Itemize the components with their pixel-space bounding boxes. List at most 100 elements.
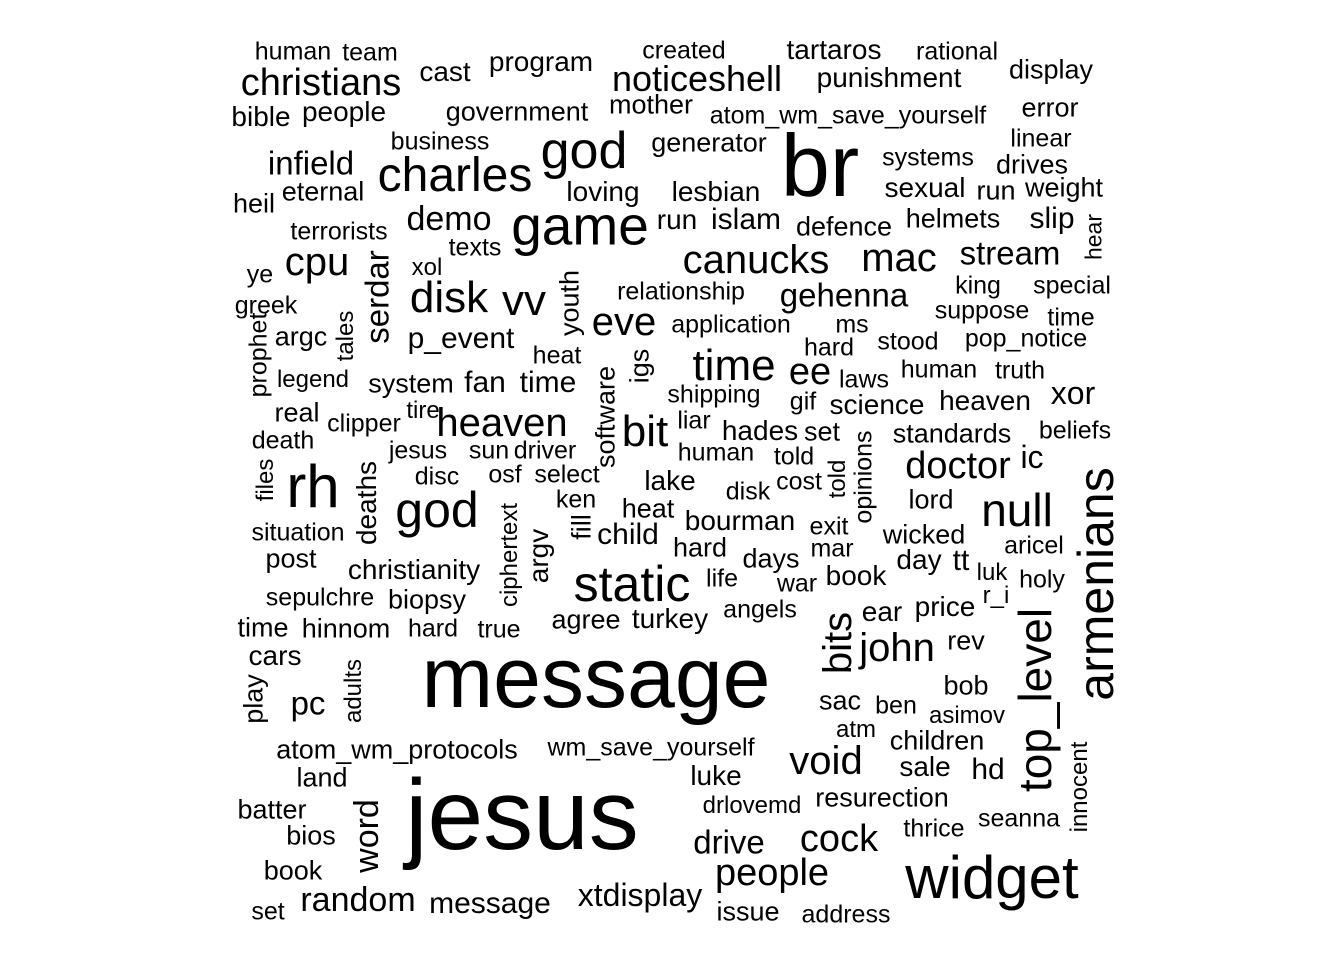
cloud-word: heaven: [939, 385, 1031, 416]
cloud-word: bits: [816, 611, 860, 675]
cloud-word: created: [642, 36, 726, 65]
cloud-word: sepulchre: [265, 583, 375, 612]
cloud-word: john: [859, 626, 935, 670]
cloud-word: resurection: [815, 782, 949, 813]
cloud-word: human: [900, 355, 978, 384]
cloud-word: prophet: [244, 312, 273, 398]
cloud-word: loving: [566, 176, 640, 207]
cloud-word: atom_wm_save_yourself: [709, 101, 987, 130]
cloud-word: tartaros: [786, 34, 882, 65]
cloud-word: infield: [267, 144, 355, 182]
cloud-word: argv: [523, 528, 554, 584]
cloud-word: sexual: [884, 172, 966, 203]
cloud-word: disk: [409, 273, 489, 322]
cloud-word: weight: [1024, 172, 1104, 203]
cloud-word: deaths: [351, 460, 382, 546]
cloud-word: asimov: [928, 702, 1006, 729]
cloud-word: liar: [677, 406, 711, 435]
cloud-word: lord: [908, 484, 954, 515]
cloud-word: files: [252, 458, 279, 502]
cloud-word: fill: [566, 514, 597, 540]
cloud-word: time: [237, 612, 289, 643]
cloud-word: r_i: [982, 582, 1010, 609]
cloud-word: heat: [621, 493, 675, 524]
cloud-word: error: [1021, 92, 1079, 123]
cloud-word: application: [671, 310, 791, 339]
cloud-word: business: [390, 127, 490, 156]
cloud-word: address: [801, 900, 891, 929]
cloud-word: run: [656, 204, 698, 235]
cloud-word: stood: [877, 327, 939, 356]
cloud-word: rev: [947, 625, 985, 656]
cloud-word: ee: [788, 351, 832, 393]
cloud-word: display: [1008, 54, 1094, 85]
cloud-word: land: [296, 762, 348, 793]
cloud-word: set: [251, 897, 285, 926]
cloud-word: eve: [591, 300, 657, 344]
cloud-word: igs: [624, 348, 655, 384]
cloud-word: ms: [835, 310, 869, 339]
cloud-word: hear: [1080, 213, 1107, 261]
cloud-word: mac: [861, 236, 937, 280]
cloud-word: children: [889, 725, 985, 756]
cloud-word: luk: [976, 559, 1008, 586]
cloud-word: laws: [838, 365, 890, 394]
cloud-word: word: [348, 799, 386, 873]
cloud-word: stream: [959, 234, 1061, 272]
cloud-word: thrice: [903, 814, 965, 843]
cloud-word: disk: [725, 477, 771, 506]
cloud-word: serdar: [358, 250, 396, 344]
cloud-word: cast: [419, 56, 471, 87]
cloud-word: death: [251, 426, 315, 455]
cloud-word: run: [976, 175, 1016, 206]
cloud-word: suppose: [934, 296, 1030, 325]
cloud-word: people: [301, 96, 387, 127]
cloud-word: hard: [672, 532, 728, 563]
cloud-word: software: [590, 365, 621, 469]
cloud-word: told: [824, 459, 851, 499]
cloud-word: driver: [513, 436, 577, 465]
cloud-word: shipping: [667, 380, 761, 409]
cloud-word: texts: [448, 233, 502, 262]
cloud-word: jesus: [388, 436, 448, 465]
cloud-word: war: [776, 569, 818, 598]
cloud-word: pc: [290, 684, 326, 722]
cloud-word: top_level: [1009, 607, 1061, 793]
cloud-word: helmets: [905, 203, 1001, 234]
cloud-word: biopsy: [387, 584, 467, 615]
cloud-word: book: [263, 855, 323, 886]
cloud-word: program: [488, 46, 594, 77]
cloud-word: canucks: [682, 238, 830, 282]
cloud-word: life: [706, 564, 738, 593]
cloud-word: opinions: [849, 430, 878, 524]
cloud-word: cock: [799, 818, 879, 860]
cloud-word: time: [1047, 303, 1095, 332]
cloud-word: jesus: [405, 759, 639, 871]
cloud-word: bios: [286, 820, 336, 851]
cloud-word: xtdisplay: [577, 877, 703, 913]
cloud-word: gif: [789, 387, 817, 416]
cloud-word: angels: [723, 595, 797, 624]
cloud-word: holy: [1019, 565, 1065, 594]
cloud-word: turkey: [631, 603, 709, 634]
cloud-word: greek: [234, 291, 298, 320]
cloud-word: disc: [414, 462, 460, 491]
cloud-word: time: [519, 366, 577, 399]
cloud-word: tt: [952, 544, 970, 577]
cloud-word: pop_notice: [964, 324, 1088, 353]
cloud-word: agree: [551, 604, 621, 635]
cloud-word: relationship: [617, 277, 745, 306]
cloud-word: exit: [809, 512, 849, 541]
cloud-word: tire: [406, 397, 440, 424]
cloud-word: time: [692, 341, 776, 390]
cloud-word: mar: [810, 534, 854, 563]
cloud-word: defence: [795, 211, 893, 242]
cloud-word: cars: [248, 640, 302, 671]
cloud-word: hd: [971, 753, 1005, 786]
cloud-word: issue: [716, 896, 780, 927]
cloud-word: doctor: [905, 445, 1011, 487]
cloud-word: lesbian: [671, 176, 761, 207]
cloud-word: human: [677, 438, 755, 467]
cloud-word: bible: [231, 101, 291, 132]
cloud-word: cpu: [284, 240, 350, 284]
